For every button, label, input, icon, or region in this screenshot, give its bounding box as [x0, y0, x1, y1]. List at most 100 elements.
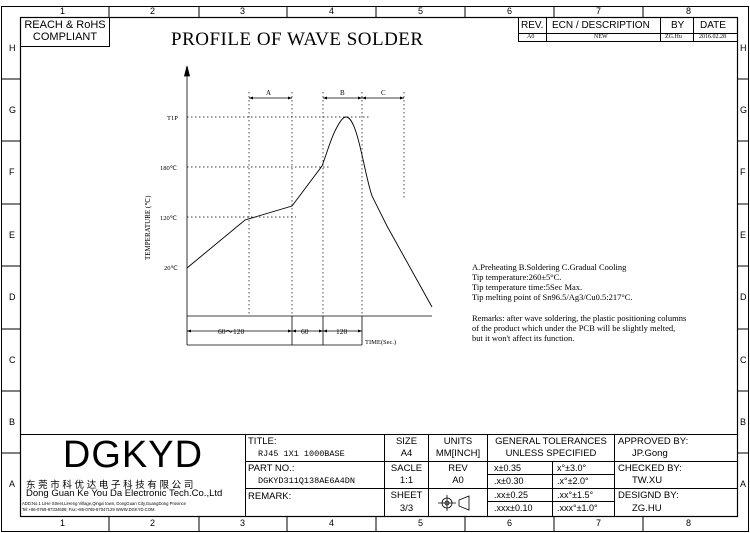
phase-label-a: A	[266, 89, 271, 97]
zone-col-label: 6	[507, 518, 513, 528]
company-address: ADD:No.1 LiHe Street,LiHeng Village,Qing…	[22, 501, 186, 506]
checked-by-label: CHECKED BY:	[618, 463, 682, 474]
zone-row-label: G	[9, 105, 17, 115]
tolerance-angular: .xxx°±1.0°	[557, 503, 598, 513]
scale-value: 1:1	[399, 475, 414, 486]
scale-label: SACLE	[390, 463, 423, 474]
company-contact: Tel:+86-0769-87334608; Fax:+86-0769-8704…	[22, 507, 155, 512]
tolerance-linear: .xx±0.25	[494, 490, 528, 500]
title-label: TITLE:	[248, 436, 277, 447]
zone-columns-bottom: 1 2 3 4 5 6 7 8	[0, 518, 750, 530]
spec-line: Tip temperature time:5Sec Max.	[472, 282, 583, 292]
zone-col-label: 1	[60, 6, 66, 16]
zone-col-label: 4	[329, 6, 335, 16]
duration-label: 60～120	[218, 327, 244, 336]
zone-col-label: 2	[150, 518, 156, 528]
zone-col-label: 5	[418, 6, 424, 16]
sheet-label: SHEET	[390, 490, 423, 501]
duration-label: 60	[301, 327, 309, 336]
ecn-cell: NEW	[594, 34, 608, 40]
zone-row-label: C	[9, 355, 16, 365]
phase-label-c: C	[381, 89, 386, 97]
y-axis-label: TEMPERATURE (℃)	[144, 195, 152, 260]
y-tick-label: T1P	[167, 115, 178, 122]
zone-col-label: 8	[686, 6, 692, 16]
spec-line: Tip melting point of Sn96.5/Ag3/Cu0.5:21…	[472, 292, 633, 302]
zone-row-label: D	[9, 292, 16, 302]
y-tick-label: 20℃	[164, 265, 179, 272]
zone-col-label: 3	[240, 518, 246, 528]
tolerance-angular: .x°±2.0°	[557, 476, 589, 486]
ecn-header: ECN / DESCRIPTION	[552, 20, 650, 31]
company-name-en: Dong Guan Ke You Da Electronic Tech.Co.,…	[26, 488, 223, 499]
zone-row-label: F	[740, 167, 746, 177]
tolerance-linear: .xxx±0.10	[494, 503, 533, 513]
x-axis-label: TIME(Sec.)	[365, 339, 396, 346]
remark-line: of the product which under the PCB will …	[472, 323, 676, 333]
remarks-block: A.Preheating B.Soldering C.Gradual Cooli…	[472, 262, 686, 343]
duration-label: 120	[336, 327, 348, 336]
checked-by-value: TW.XU	[632, 475, 663, 486]
rev-label: REV	[448, 463, 468, 474]
remark-line: Remarks: after wave soldering, the plast…	[472, 313, 687, 323]
phase-label-b: B	[340, 89, 345, 97]
date-cell: 2016.02.28	[699, 34, 726, 40]
remark-line: but it won't affect its function.	[472, 333, 575, 343]
remark-label: REMARK:	[248, 491, 292, 502]
company-name-cn: 东 莞 市 科 优 达 电 子 科 技 有 限 公 司	[26, 480, 194, 491]
temperature-curve	[186, 116, 433, 308]
zone-col-label: 6	[507, 6, 513, 16]
zone-row-label: A	[740, 479, 747, 489]
units-label: UNITS	[443, 436, 473, 447]
part-no-label: PART NO.:	[248, 463, 295, 474]
zone-row-label: H	[9, 43, 16, 53]
sheet-value: 3/3	[399, 503, 414, 514]
by-header: BY	[671, 20, 685, 31]
units-value: MM[INCH]	[435, 448, 481, 459]
size-value: A4	[400, 448, 413, 459]
rev-value: A0	[452, 475, 464, 486]
zone-rows-right: H G F E D C B A	[740, 0, 750, 533]
spec-line: Tip temperature:260±5°C.	[472, 272, 562, 282]
tolerance-linear: x±0.35	[494, 463, 521, 473]
zone-row-label: C	[740, 355, 747, 365]
tolerance-linear: .x±0.30	[494, 476, 524, 486]
tolerance-subtitle: UNLESS SPECIFIED	[505, 448, 597, 459]
tolerance-title: GENERAL TOLERANCES	[495, 436, 607, 447]
zone-row-label: D	[740, 292, 747, 302]
date-header: DATE	[700, 20, 726, 31]
tolerance-angular: x°±3.0°	[557, 463, 587, 473]
page-title: PROFILE OF WAVE SOLDER	[171, 29, 424, 50]
rev-header: REV.	[521, 20, 544, 31]
by-cell: ZG.Hu	[665, 34, 682, 40]
approved-by-value: JP.Gong	[632, 448, 668, 459]
zone-col-label: 1	[60, 518, 66, 528]
size-label: SIZE	[395, 436, 418, 447]
zone-row-label: G	[740, 105, 748, 115]
rev-cell: A0	[527, 34, 535, 40]
zone-row-label: A	[9, 479, 16, 489]
projection-symbol	[438, 495, 470, 511]
zone-row-label: E	[9, 230, 16, 240]
zone-row-label: B	[9, 417, 16, 427]
zone-row-label: E	[740, 230, 747, 240]
zone-col-label: 4	[329, 518, 335, 528]
approved-by-label: APPROVED BY:	[618, 436, 689, 447]
zone-row-label: H	[740, 43, 747, 53]
compliance-line-2: COMPLIANT	[32, 31, 98, 43]
y-tick-label: 180℃	[160, 165, 178, 172]
zone-col-label: 7	[596, 6, 602, 16]
part-no-value: DGKYD311Q138AE6A4DN	[258, 476, 355, 486]
y-tick-label: 120℃	[160, 215, 178, 222]
zone-col-label: 8	[686, 518, 692, 528]
company-logo: DGKYD	[62, 434, 204, 476]
zone-col-label: 3	[240, 6, 246, 16]
legend-line: A.Preheating B.Soldering C.Gradual Cooli…	[472, 262, 627, 272]
zone-col-label: 5	[418, 518, 424, 528]
tolerance-angular: .xx°±1.5°	[557, 490, 594, 500]
zone-row-label: B	[740, 417, 747, 427]
designed-by-label: DESIGND BY:	[618, 490, 679, 501]
zone-col-label: 7	[596, 518, 602, 528]
